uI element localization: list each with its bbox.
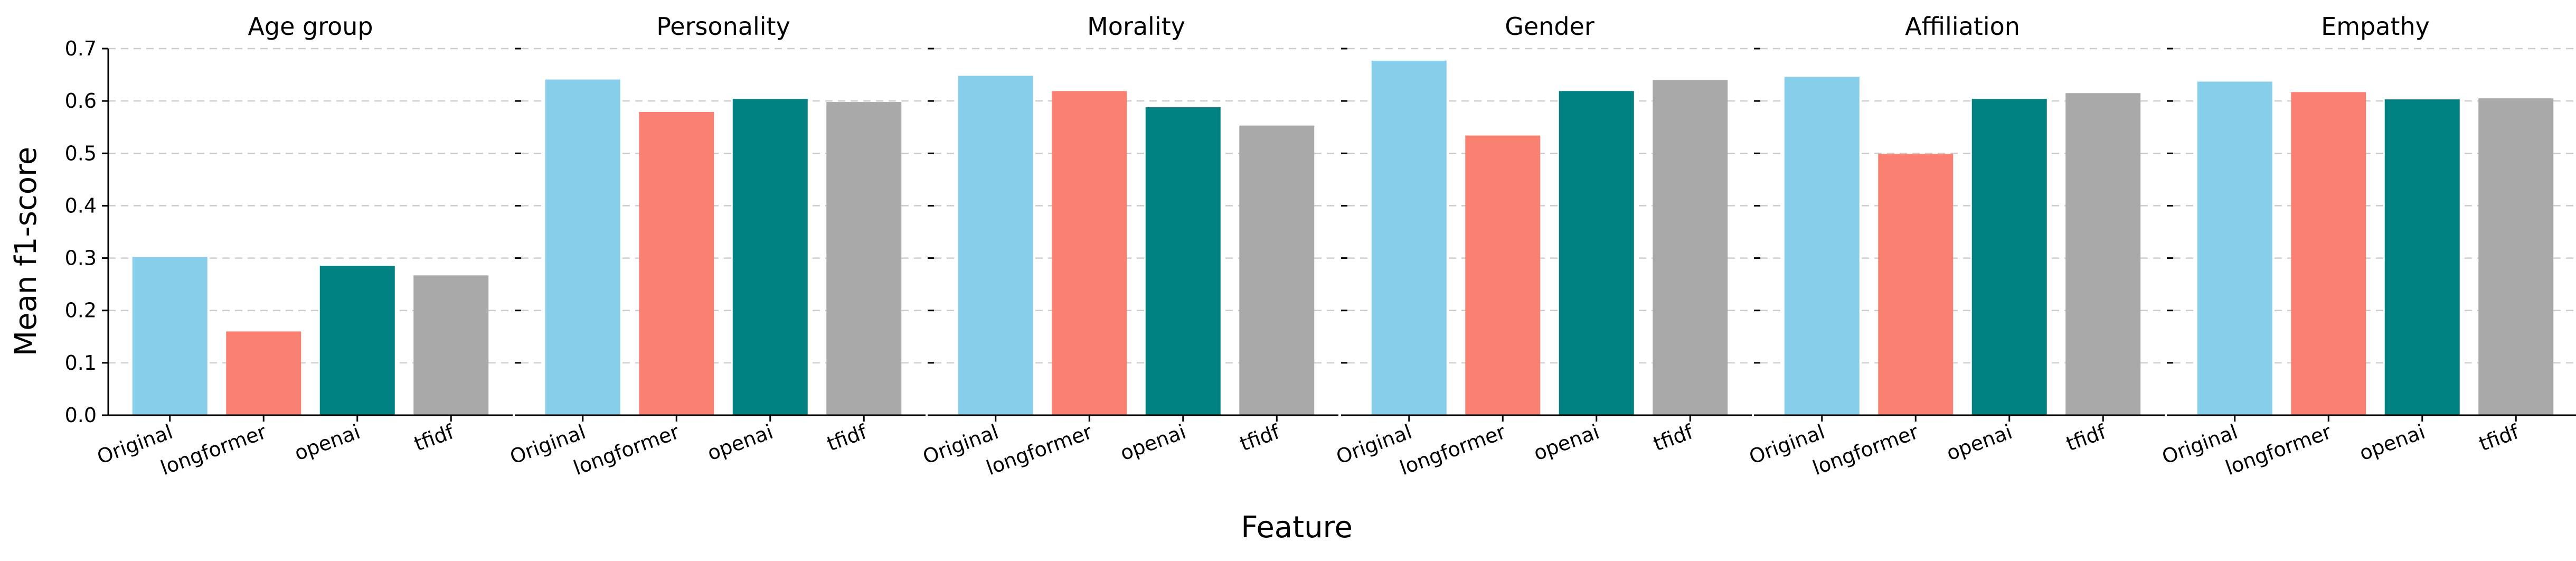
x-tick-label: tfidf (824, 420, 871, 456)
y-tick-label: 0.5 (65, 142, 97, 165)
x-tick-label: openai (1531, 420, 1602, 465)
bar-longformer (226, 331, 301, 415)
chart-panels: 0.00.10.20.30.40.50.60.7Originallongform… (65, 12, 2576, 480)
bar-longformer (2291, 92, 2366, 415)
x-tick-label: longformer (2222, 420, 2334, 480)
x-tick-label: longformer (1809, 420, 1921, 480)
bar-tfidf (1653, 80, 1728, 415)
panel-0: 0.00.10.20.30.40.50.60.7Originallongform… (65, 12, 513, 480)
bar-longformer (1878, 154, 1954, 415)
y-axis-label: Mean f1-score (9, 147, 43, 356)
bar-tfidf (2478, 98, 2554, 415)
bar-tfidf (1239, 125, 1315, 416)
x-tick-label: openai (2356, 420, 2428, 465)
bar-openai (732, 99, 808, 416)
y-tick-label: 0.7 (65, 37, 97, 60)
bar-original (545, 79, 620, 416)
bar-openai (2384, 99, 2460, 415)
panel-title: Personality (656, 12, 790, 41)
x-tick-label: longformer (1396, 420, 1508, 480)
bar-tfidf (413, 275, 489, 415)
x-tick-label: openai (1117, 420, 1189, 465)
panel-title: Age group (248, 12, 373, 41)
x-tick-label: tfidf (2476, 420, 2523, 456)
panel-title: Affiliation (1905, 12, 2020, 41)
panel-title: Empathy (2321, 12, 2430, 41)
bar-tfidf (2065, 93, 2141, 415)
x-axis-label: Feature (1241, 510, 1353, 545)
bar-original (1784, 77, 1860, 416)
panel-title: Gender (1505, 12, 1594, 41)
x-tick-label: openai (291, 420, 363, 465)
y-tick-label: 0.3 (65, 247, 97, 270)
y-tick-label: 0.4 (65, 194, 97, 217)
x-tick-label: tfidf (1237, 420, 1284, 456)
x-tick-label: tfidf (411, 420, 458, 456)
x-tick-label: openai (704, 420, 776, 465)
bar-longformer (1052, 91, 1127, 415)
bar-original (2197, 81, 2272, 415)
x-tick-label: longformer (983, 420, 1095, 480)
x-tick-label: longformer (157, 420, 269, 480)
bar-original (1371, 60, 1447, 415)
bar-openai (1145, 107, 1221, 416)
x-tick-label: longformer (570, 420, 682, 480)
y-tick-label: 0.2 (65, 299, 97, 322)
y-tick-label: 0.0 (65, 404, 97, 427)
y-tick-label: 0.1 (65, 351, 97, 375)
bar-tfidf (826, 102, 902, 415)
bar-longformer (639, 111, 714, 415)
bar-openai (319, 266, 395, 415)
panel-title: Morality (1087, 12, 1185, 41)
x-tick-label: tfidf (2063, 420, 2110, 456)
bar-original (958, 76, 1033, 415)
x-tick-label: openai (1943, 420, 2015, 465)
bar-original (132, 257, 207, 415)
y-tick-label: 0.6 (65, 89, 97, 113)
x-tick-label: tfidf (1650, 420, 1697, 456)
bar-longformer (1465, 135, 1541, 415)
bar-openai (1559, 91, 1634, 415)
bar-openai (1971, 99, 2047, 416)
